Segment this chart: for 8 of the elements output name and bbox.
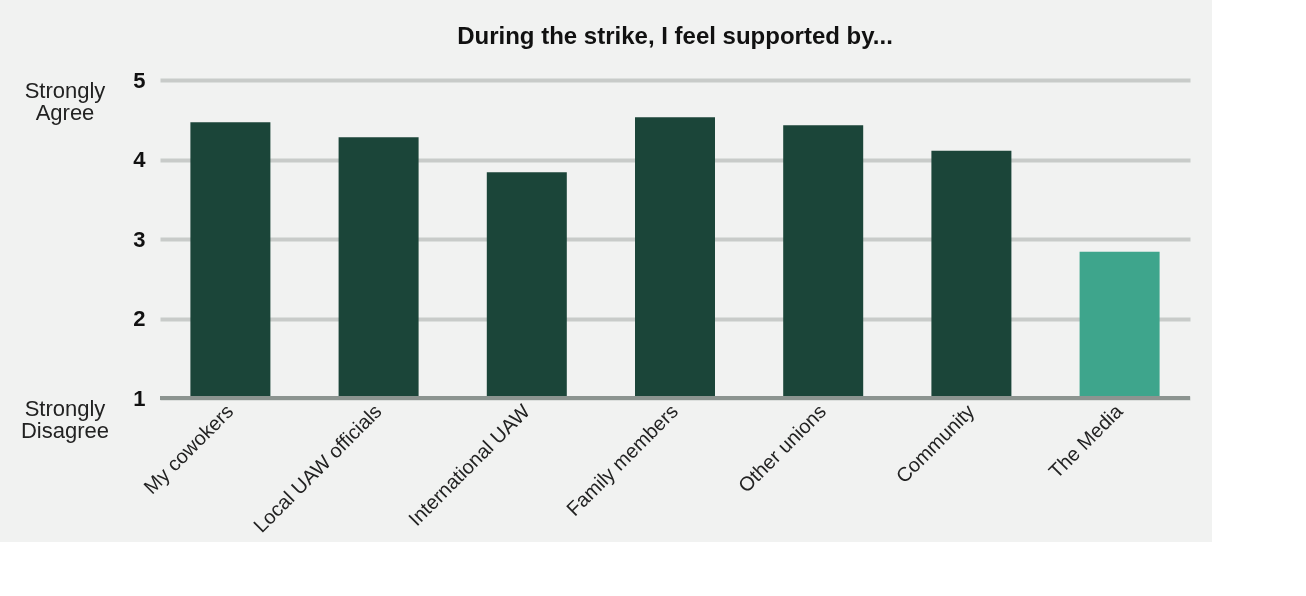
y-tick-label: 4 — [133, 147, 147, 172]
text: Strongly Disagree — [20, 396, 110, 443]
y-tick-label: 1 — [133, 385, 146, 411]
y-tick-label: 5 — [133, 67, 146, 93]
y-tick-label: 2 — [133, 306, 146, 331]
chart-title: During the strike, I feel supported by... — [457, 22, 893, 49]
y-tick-label: 3 — [133, 226, 146, 252]
text: Strongly Agree — [24, 78, 106, 125]
